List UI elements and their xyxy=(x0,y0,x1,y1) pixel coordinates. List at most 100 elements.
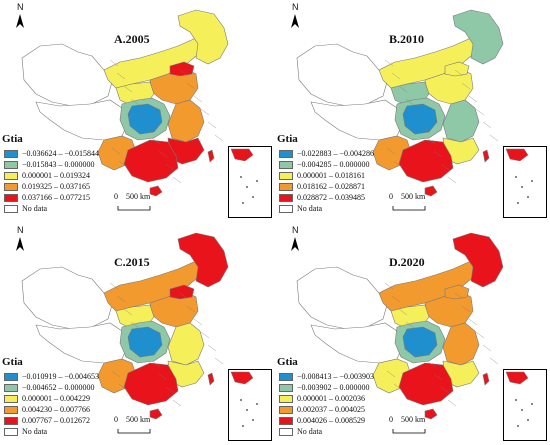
subdivision-line xyxy=(109,59,119,67)
region-center xyxy=(127,326,163,358)
legend-swatch xyxy=(4,193,18,202)
choropleth-map xyxy=(291,232,504,434)
subdivision-line xyxy=(489,134,499,142)
legend-label: −0.008413 – −0.003903 xyxy=(297,372,375,381)
subdivision-line xyxy=(144,347,154,355)
region-northeast xyxy=(177,232,229,288)
island-dot xyxy=(252,419,254,421)
subdivision-line xyxy=(200,331,210,339)
island-dot xyxy=(256,403,258,405)
island-dot xyxy=(242,202,244,204)
legend-swatch xyxy=(4,204,18,213)
scale-label: 0 500 km xyxy=(389,415,426,424)
region-hainan xyxy=(424,408,438,420)
scale-label: 0 500 km xyxy=(389,192,426,201)
legend-entry: 0.000001 – 0.019324 xyxy=(4,170,99,181)
legend-entry: 0.000001 – 0.004229 xyxy=(4,393,99,404)
region-west xyxy=(310,322,404,364)
region-center xyxy=(402,326,438,358)
legend-label: −0.010919 – −0.004653 xyxy=(22,372,100,381)
panel-title: B.2010 xyxy=(389,32,425,46)
region-south xyxy=(398,139,454,183)
legend-entry: −0.003902 – 0.000000 xyxy=(279,382,374,393)
legend-label: No data xyxy=(22,427,48,436)
subdivision-line xyxy=(482,121,492,129)
legend-swatch xyxy=(279,416,293,425)
legend-entry: 0.007767 – 0.012672 xyxy=(4,415,99,426)
legend-entry: 0.019325 – 0.037165 xyxy=(4,181,99,192)
legend-entry: 0.004026 – 0.008529 xyxy=(279,415,374,426)
legend-entry: 0.018162 – 0.028871 xyxy=(279,181,374,192)
legend-swatch xyxy=(4,427,18,436)
subdivision-line xyxy=(384,282,394,290)
subdivision-line xyxy=(130,321,140,329)
legend-swatch xyxy=(4,182,18,191)
legend-entry: 0.002037 – 0.004025 xyxy=(279,404,374,415)
subdivision-line xyxy=(151,137,161,145)
island-dot xyxy=(521,409,523,411)
subdivision-line xyxy=(482,344,492,352)
region-hainan xyxy=(424,185,438,197)
region-east xyxy=(167,99,205,143)
region-west xyxy=(310,99,404,141)
legend-label: 0.000001 – 0.002036 xyxy=(297,394,365,403)
region-northeast xyxy=(452,232,504,288)
legend-swatch xyxy=(279,193,293,202)
legend-entry: −0.036624 – −0.015844 xyxy=(4,148,99,159)
legend-label: 0.018162 – 0.028871 xyxy=(297,182,365,191)
island-dot xyxy=(246,409,248,411)
region-north2 xyxy=(169,61,195,77)
legend-label: −0.004652 – 0.000000 xyxy=(22,383,95,392)
scale-bar xyxy=(117,206,151,211)
choropleth-map xyxy=(16,9,229,211)
inset-coast xyxy=(230,371,254,385)
region-xinjiang xyxy=(21,43,113,107)
subdivision-line xyxy=(130,98,140,106)
legend-swatch xyxy=(4,160,18,169)
legend-entry: −0.004285 – 0.000000 xyxy=(279,159,374,170)
subdivision-line xyxy=(186,305,196,313)
island-dot xyxy=(515,399,517,401)
legend-label: No data xyxy=(22,204,48,213)
legend-label: −0.036624 – −0.015844 xyxy=(22,149,100,158)
panel-title: D.2020 xyxy=(389,255,425,269)
scale-bar xyxy=(117,429,151,434)
subdivision-line xyxy=(440,386,450,394)
subdivision-line xyxy=(468,318,478,326)
legend-entry: No data xyxy=(4,203,99,214)
island-dot xyxy=(517,425,519,427)
legend-label: 0.000001 – 0.018161 xyxy=(297,171,365,180)
island-dot xyxy=(527,419,529,421)
region-west xyxy=(35,322,129,364)
region-east xyxy=(167,322,205,366)
island-dot xyxy=(242,425,244,427)
legend-title: Gtia xyxy=(2,356,23,368)
south-china-sea-inset xyxy=(228,369,272,441)
legend-entry: 0.004230 – 0.007766 xyxy=(4,404,99,415)
north-label: N xyxy=(17,2,24,12)
north-arrow-icon xyxy=(291,14,299,28)
region-taiwan xyxy=(482,372,490,386)
legend-entry: −0.015843 – 0.000000 xyxy=(4,159,99,170)
subdivision-line xyxy=(109,282,119,290)
map-panel-4: N D.2020 Gtia −0.008413 – −0.003903 −0.00390… xyxy=(275,223,550,445)
legend-entry: No data xyxy=(279,426,374,437)
subdivision-line xyxy=(454,292,464,300)
choropleth-map xyxy=(16,232,229,434)
region-hainan xyxy=(149,408,163,420)
legend-swatch xyxy=(279,182,293,191)
legend-label: No data xyxy=(297,427,323,436)
subdivision-line xyxy=(440,163,450,171)
legend-label: 0.000001 – 0.019324 xyxy=(22,171,90,180)
subdivision-line xyxy=(405,321,415,329)
choropleth-map xyxy=(291,9,504,211)
legend-swatch xyxy=(279,372,293,381)
legend-swatch xyxy=(279,383,293,392)
subdivision-line xyxy=(137,111,147,119)
island-dot xyxy=(521,186,523,188)
island-dot xyxy=(531,403,533,405)
subdivision-line xyxy=(426,360,436,368)
legend-label: −0.022883 – −0.004286 xyxy=(297,149,375,158)
legend-swatch xyxy=(279,405,293,414)
region-south xyxy=(123,362,179,406)
